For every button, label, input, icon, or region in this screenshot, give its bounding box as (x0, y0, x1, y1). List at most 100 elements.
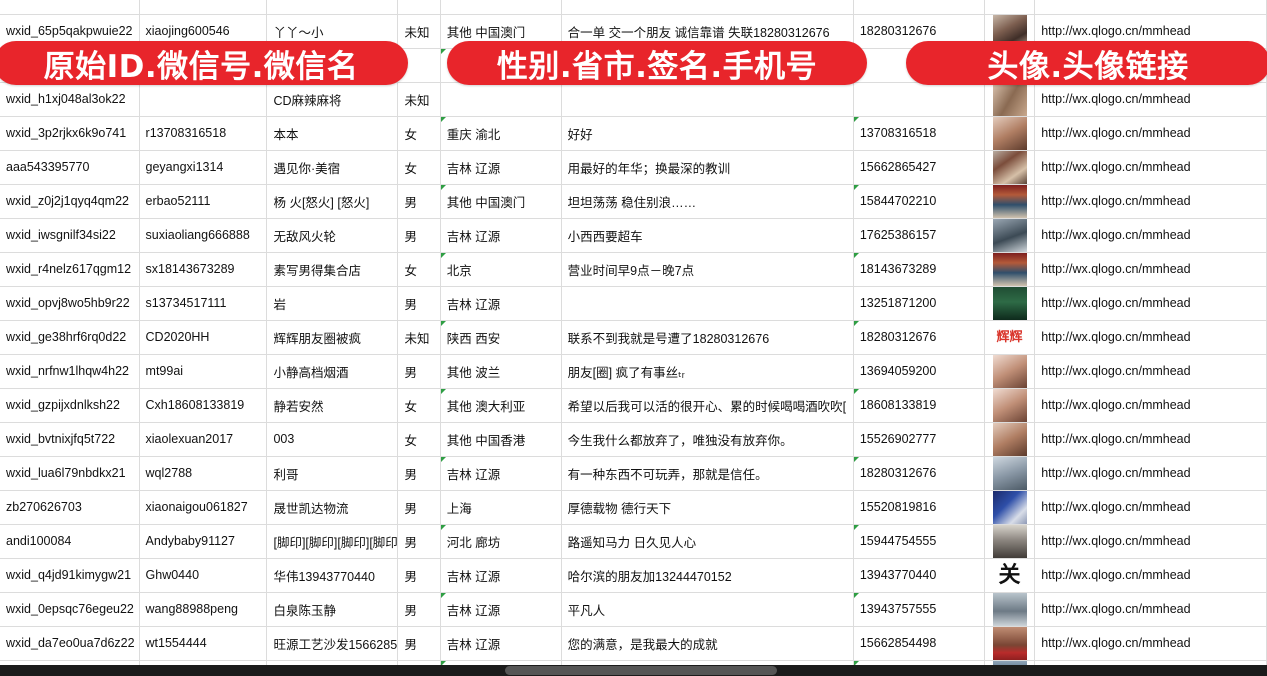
cell-wechat-name[interactable]: 杨 火[怒火] [怒火] (266, 184, 399, 219)
cell-region[interactable]: 其他 中国澳门 (440, 184, 562, 219)
cell-original-id[interactable]: wxid_0epsqc76egeu22 (0, 592, 140, 627)
cell-wechat-name[interactable]: 岩 (266, 286, 399, 321)
cell-avatar[interactable] (984, 218, 1036, 253)
cell-signature[interactable]: 哈尔滨的朋友加13244470152 (561, 558, 854, 593)
cell[interactable] (853, 0, 985, 15)
cell-avatar[interactable] (984, 150, 1036, 185)
cell-avatar[interactable] (984, 524, 1036, 559)
cell-wechat-id[interactable]: r13708316518 (139, 116, 268, 151)
cell-wechat-id[interactable]: mt99ai (139, 354, 268, 389)
cell-avatar[interactable] (984, 456, 1036, 491)
cell-avatar[interactable] (984, 388, 1036, 423)
cell-phone[interactable]: 18280312676 (853, 456, 985, 491)
cell-gender[interactable]: 女 (397, 116, 441, 151)
cell-wechat-id[interactable]: Andybaby91127 (139, 524, 268, 559)
cell-signature[interactable]: 平凡人 (561, 592, 854, 627)
cell-phone[interactable]: 18143673289 (853, 252, 985, 287)
cell-wechat-id[interactable]: s13734517111 (139, 286, 268, 321)
cell[interactable] (561, 0, 854, 15)
cell-gender[interactable]: 男 (397, 626, 441, 661)
cell-phone[interactable]: 18280312676 (853, 320, 985, 355)
horizontal-scrollbar-thumb[interactable] (505, 666, 777, 675)
cell-avatar[interactable] (984, 354, 1036, 389)
cell-phone[interactable]: 15662854498 (853, 626, 985, 661)
cell-wechat-id[interactable]: xiaonaigou061827 (139, 490, 268, 525)
cell-avatar-url[interactable]: http://wx.qlogo.cn/mmhead (1034, 354, 1267, 389)
cell-signature[interactable]: 营业时间早9点－晚7点 (561, 252, 854, 287)
cell-avatar-url[interactable]: http://wx.qlogo.cn/mmhead (1034, 286, 1267, 321)
cell-gender[interactable]: 男 (397, 354, 441, 389)
cell-signature[interactable]: 有一种东西不可玩弄，那就是信任。 (561, 456, 854, 491)
cell-wechat-name[interactable]: 无敌风火轮 (266, 218, 399, 253)
cell-wechat-name[interactable]: 旺源工艺沙发15662854 (266, 626, 399, 661)
cell-phone[interactable]: 17625386157 (853, 218, 985, 253)
cell-original-id[interactable]: andi100084 (0, 524, 140, 559)
cell-phone[interactable] (853, 82, 985, 117)
cell-avatar[interactable] (984, 82, 1036, 117)
cell-wechat-name[interactable]: 华伟13943770440 (266, 558, 399, 593)
cell-signature[interactable]: 路遥知马力 日久见人心 (561, 524, 854, 559)
cell-avatar[interactable] (984, 592, 1036, 627)
cell-wechat-name[interactable]: 素写男得集合店 (266, 252, 399, 287)
cell-original-id[interactable]: zb270626703 (0, 490, 140, 525)
cell-region[interactable]: 北京 (440, 252, 562, 287)
cell-original-id[interactable]: aaa543395770 (0, 150, 140, 185)
cell-avatar-url[interactable]: http://wx.qlogo.cn/mmhead (1034, 184, 1267, 219)
cell-wechat-id[interactable]: wang88988peng (139, 592, 268, 627)
cell-region[interactable]: 上海 (440, 490, 562, 525)
cell-wechat-name[interactable]: 白泉陈玉静 (266, 592, 399, 627)
cell-signature[interactable]: 小西西要超车 (561, 218, 854, 253)
cell-avatar-url[interactable]: http://wx.qlogo.cn/mmhead (1034, 490, 1267, 525)
cell-signature[interactable]: 朋友[圈] 疯了有事丝ₜᵣ (561, 354, 854, 389)
cell-gender[interactable]: 男 (397, 286, 441, 321)
cell-avatar[interactable] (984, 490, 1036, 525)
cell-wechat-name[interactable]: 003 (266, 422, 399, 457)
cell[interactable] (984, 0, 1036, 15)
cell-wechat-id[interactable]: Ghw0440 (139, 558, 268, 593)
cell[interactable] (0, 0, 140, 15)
cell-avatar-url[interactable]: http://wx.qlogo.cn/mmhead (1034, 456, 1267, 491)
cell-avatar-url[interactable]: http://wx.qlogo.cn/mmhead (1034, 388, 1267, 423)
cell[interactable] (397, 0, 441, 15)
cell-gender[interactable]: 男 (397, 218, 441, 253)
cell[interactable] (139, 0, 268, 15)
cell-avatar-url[interactable]: http://wx.qlogo.cn/mmhead (1034, 524, 1267, 559)
cell-phone[interactable]: 13694059200 (853, 354, 985, 389)
cell-wechat-name[interactable]: 辉辉朋友圈被疯 (266, 320, 399, 355)
cell-phone[interactable]: 15844702210 (853, 184, 985, 219)
cell-phone[interactable]: 15520819816 (853, 490, 985, 525)
cell-original-id[interactable]: wxid_da7eo0ua7d6z22 (0, 626, 140, 661)
cell-avatar[interactable] (984, 626, 1036, 661)
cell-avatar-url[interactable]: http://wx.qlogo.cn/mmhead (1034, 150, 1267, 185)
cell-original-id[interactable]: wxid_lua6l79nbdkx21 (0, 456, 140, 491)
cell-wechat-id[interactable]: sx18143673289 (139, 252, 268, 287)
cell[interactable] (266, 0, 399, 15)
cell-wechat-name[interactable]: [脚印][脚印][脚印][脚印 (266, 524, 399, 559)
cell-avatar[interactable] (984, 286, 1036, 321)
cell-region[interactable]: 其他 澳大利亚 (440, 388, 562, 423)
cell-region[interactable]: 重庆 渝北 (440, 116, 562, 151)
cell-wechat-id[interactable]: CD2020HH (139, 320, 268, 355)
cell-gender[interactable]: 男 (397, 490, 441, 525)
cell-gender[interactable]: 男 (397, 524, 441, 559)
cell-avatar[interactable] (984, 184, 1036, 219)
cell-original-id[interactable]: wxid_gzpijxdnlksh22 (0, 388, 140, 423)
cell-gender[interactable]: 未知 (397, 320, 441, 355)
cell-original-id[interactable]: wxid_opvj8wo5hb9r22 (0, 286, 140, 321)
cell-avatar[interactable]: 关 (984, 558, 1036, 593)
cell-wechat-name[interactable]: 小静高档烟酒 (266, 354, 399, 389)
cell-avatar-url[interactable]: http://wx.qlogo.cn/mmhead (1034, 252, 1267, 287)
cell-wechat-id[interactable]: erbao52111 (139, 184, 268, 219)
cell-gender[interactable]: 女 (397, 422, 441, 457)
cell-avatar-url[interactable]: http://wx.qlogo.cn/mmhead (1034, 218, 1267, 253)
cell-original-id[interactable]: wxid_z0j2j1qyq4qm22 (0, 184, 140, 219)
cell-region[interactable]: 陕西 西安 (440, 320, 562, 355)
cell-region[interactable]: 其他 中国香港 (440, 422, 562, 457)
cell-original-id[interactable]: wxid_ge38hrf6rq0d22 (0, 320, 140, 355)
cell-avatar-url[interactable]: http://wx.qlogo.cn/mmhead (1034, 592, 1267, 627)
cell-avatar[interactable] (984, 422, 1036, 457)
cell-region[interactable]: 其他 波兰 (440, 354, 562, 389)
cell-avatar-url[interactable]: http://wx.qlogo.cn/mmhead (1034, 82, 1267, 117)
cell-signature[interactable]: 联系不到我就是号遭了18280312676 (561, 320, 854, 355)
cell-signature[interactable] (561, 82, 854, 117)
